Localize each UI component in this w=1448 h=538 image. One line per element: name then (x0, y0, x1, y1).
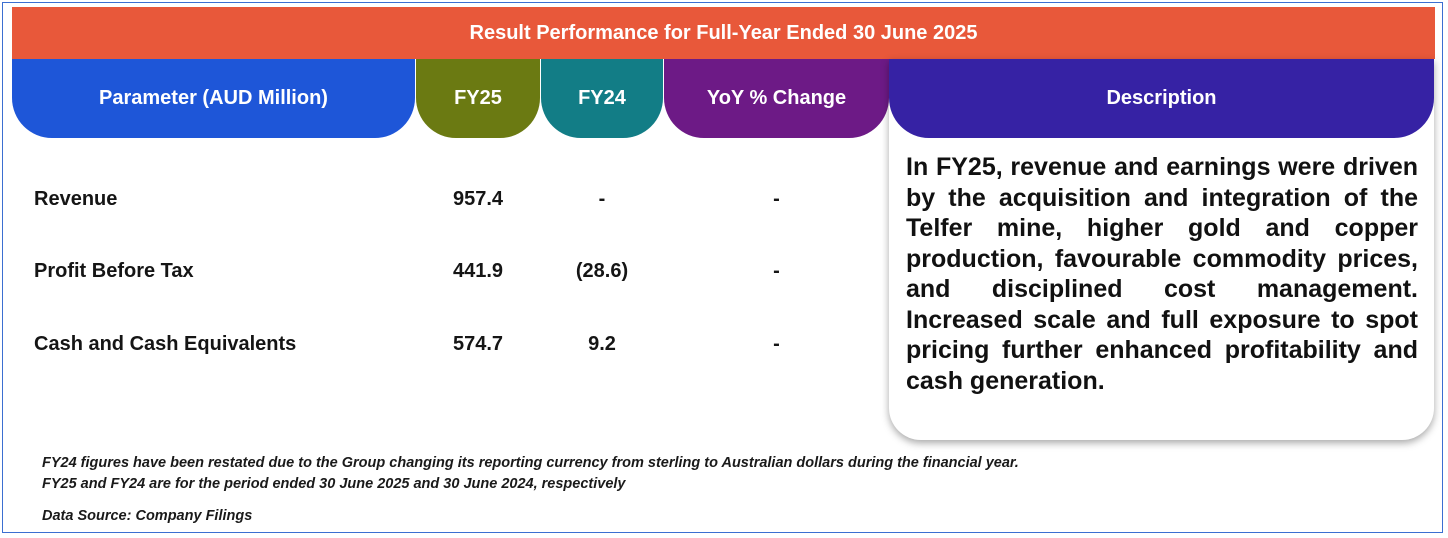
row-fy24-value: - (598, 188, 606, 210)
footnote-restatement: FY24 figures have been restated due to t… (42, 455, 1019, 471)
footnote-period: FY25 and FY24 are for the period ended 3… (42, 476, 626, 492)
row-parameter: Revenue (34, 188, 118, 210)
row-fy25-value: 574.7 (452, 333, 504, 355)
description-panel: Description In FY25, revenue and earning… (889, 59, 1434, 440)
row-parameter: Cash and Cash Equivalents (34, 333, 297, 355)
row-fy25-value: 441.9 (452, 260, 504, 282)
description-text: In FY25, revenue and earnings were drive… (906, 153, 1418, 395)
row-parameter: Profit Before Tax (34, 260, 194, 282)
table-row: Revenue 957.4 - - (0, 184, 889, 214)
header-fy25: FY25 (416, 59, 540, 138)
table-row: Cash and Cash Equivalents 574.7 9.2 - (0, 329, 889, 359)
row-fy24-value: 9.2 (588, 333, 616, 355)
row-fy25-value: 957.4 (452, 188, 504, 210)
header-yoy-change: YoY % Change (664, 59, 889, 138)
row-yoy-value: - (773, 260, 780, 282)
table-title: Result Performance for Full-Year Ended 3… (12, 7, 1435, 59)
header-description: Description (889, 59, 1434, 138)
data-source: Data Source: Company Filings (42, 508, 253, 524)
row-yoy-value: - (773, 188, 780, 210)
table-row: Profit Before Tax 441.9 (28.6) - (0, 256, 889, 286)
header-parameter: Parameter (AUD Million) (12, 59, 415, 138)
row-fy24-value: (28.6) (575, 260, 629, 282)
row-yoy-value: - (773, 333, 780, 355)
header-fy24: FY24 (541, 59, 663, 138)
